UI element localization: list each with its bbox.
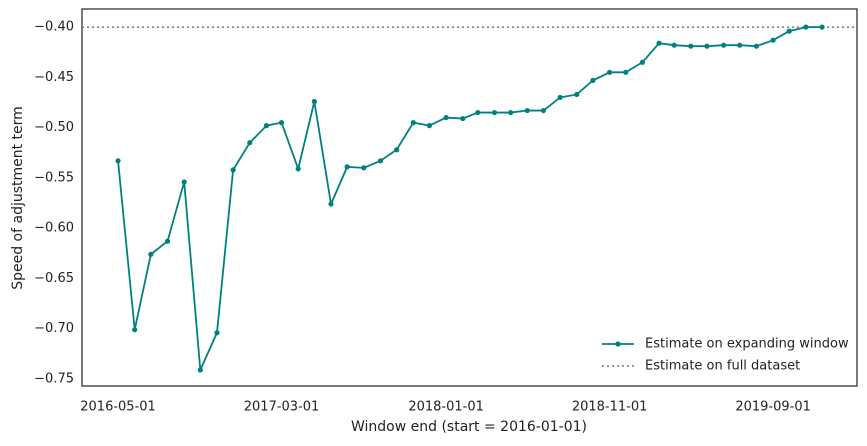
point [197, 367, 203, 373]
point [311, 98, 317, 105]
point [443, 114, 449, 121]
y-tick-label: −0.70 [34, 321, 74, 336]
point [737, 42, 743, 48]
x-axis-label: Window end (start = 2016-01-01) [351, 419, 587, 435]
x-tick-label: 2017-03-01 [244, 400, 320, 415]
point [540, 107, 547, 114]
point [181, 179, 187, 185]
point [394, 147, 400, 153]
x-tick-label: 2018-01-01 [408, 400, 484, 415]
point [671, 42, 677, 48]
legend-label: Estimate on full dataset [645, 359, 800, 374]
y-axis-label: Speed of adjustment term [10, 106, 26, 290]
legend-label: Estimate on expanding window [645, 337, 849, 352]
point [295, 166, 301, 172]
point [639, 59, 646, 65]
point [132, 327, 138, 333]
y-tick-label: −0.45 [34, 70, 74, 85]
point [590, 77, 596, 83]
point [278, 120, 285, 126]
x-tick-label: 2019-09-01 [735, 400, 811, 415]
point [148, 251, 154, 257]
point [623, 69, 629, 75]
point [361, 165, 367, 171]
point [377, 158, 384, 164]
point [704, 43, 710, 49]
y-tick-label: −0.40 [34, 20, 74, 35]
point [230, 167, 236, 173]
point [721, 42, 727, 48]
point [753, 43, 760, 49]
point [607, 69, 613, 75]
plot-frame [81, 8, 858, 387]
y-tick-label: −0.50 [34, 120, 74, 135]
x-tick-label: 2018-11-01 [572, 400, 648, 415]
point [263, 123, 270, 129]
point [688, 43, 694, 49]
point [786, 28, 792, 34]
legend-marker [615, 341, 621, 347]
point [344, 164, 350, 170]
point [164, 238, 171, 244]
point [574, 91, 580, 98]
point [115, 158, 121, 164]
series-line [117, 26, 823, 374]
point [491, 109, 498, 116]
point [770, 37, 776, 43]
y-tick-label: −0.60 [34, 221, 74, 236]
point [803, 24, 809, 30]
point [475, 109, 481, 116]
point [426, 123, 433, 129]
point [524, 107, 530, 114]
point [410, 120, 416, 126]
point [247, 140, 253, 146]
x-tick-label: 2016-05-01 [80, 400, 156, 415]
point [214, 330, 220, 336]
point [557, 94, 563, 101]
point [656, 40, 662, 46]
point [328, 201, 334, 207]
y-tick-label: −0.75 [34, 371, 74, 386]
y-tick-label: −0.55 [34, 170, 74, 185]
point [508, 109, 514, 116]
y-tick-label: −0.65 [34, 271, 74, 286]
point [819, 24, 825, 30]
point [460, 115, 466, 122]
